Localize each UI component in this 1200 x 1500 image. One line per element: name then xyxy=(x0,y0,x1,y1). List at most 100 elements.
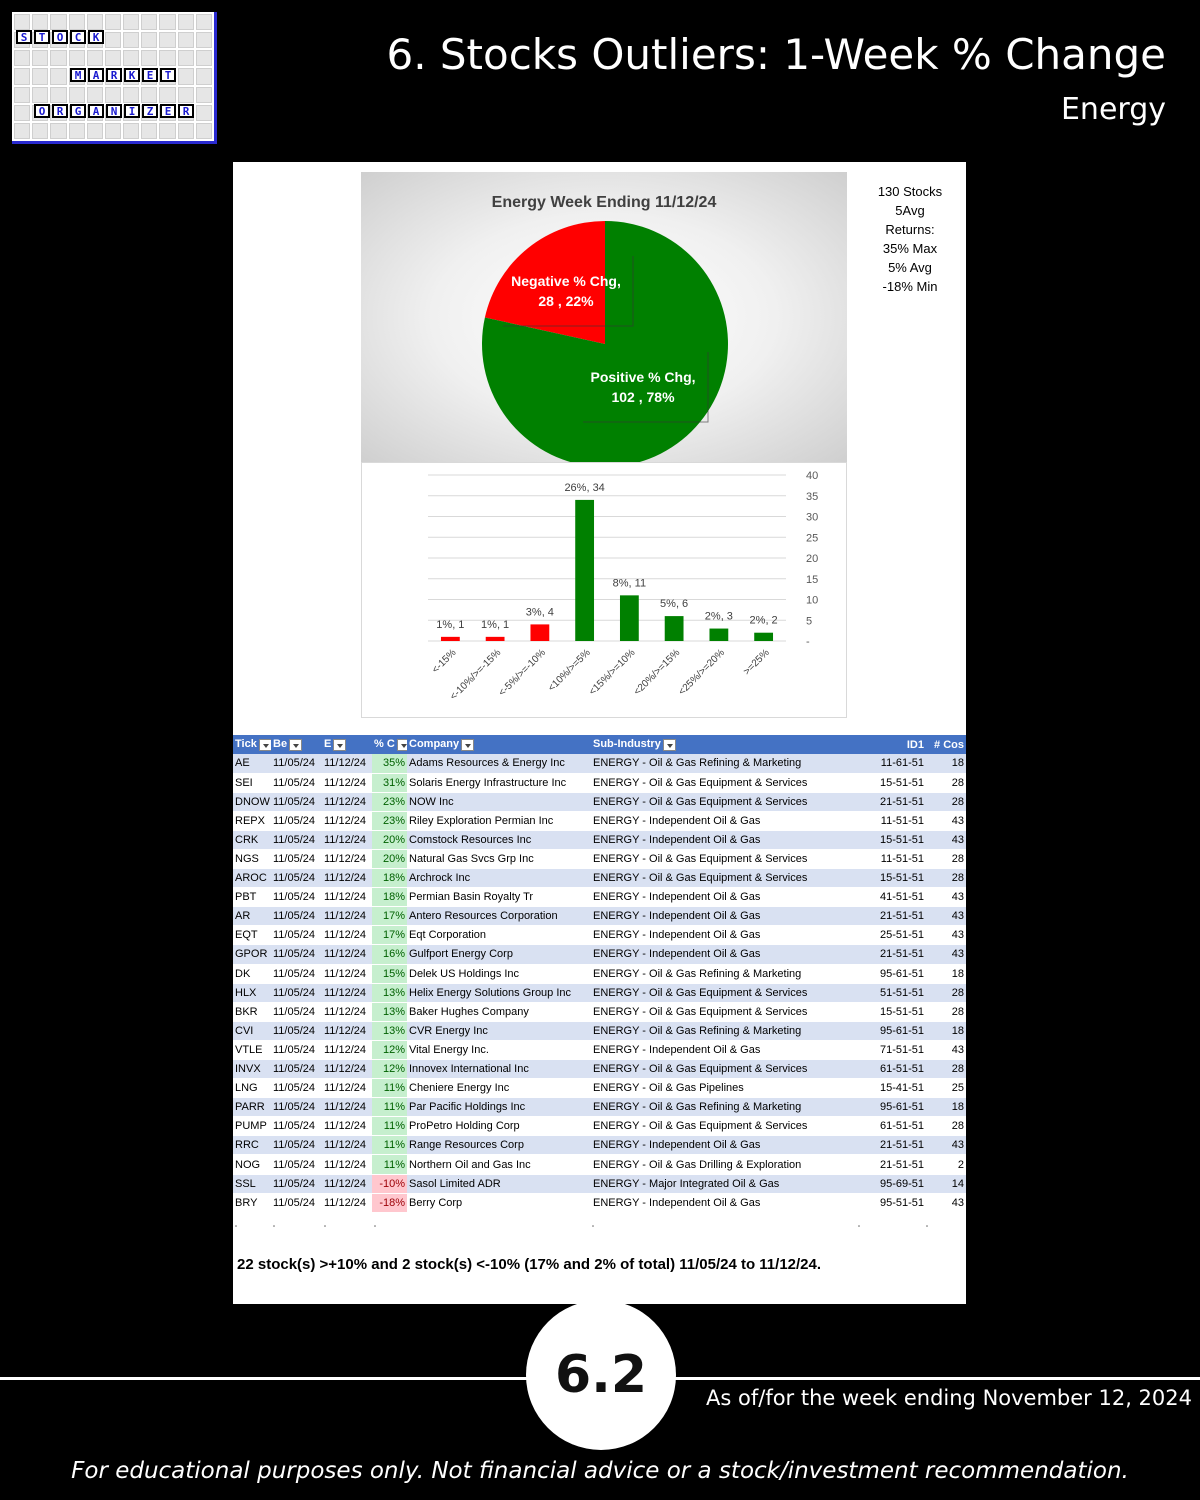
stats-line: 130 Stocks xyxy=(877,184,943,199)
filter-dropdown-icon[interactable] xyxy=(289,738,303,751)
logo-grid-cell xyxy=(123,86,140,103)
y-tick-label: 20 xyxy=(806,553,818,565)
table-cell: 13% xyxy=(372,983,407,1003)
logo-grid-cell xyxy=(141,32,158,49)
bar-data-label: 1%, 1 xyxy=(436,619,464,631)
table-cell: 95-61-51 xyxy=(856,1097,926,1118)
table-cell: 11/05/24 xyxy=(271,1135,322,1156)
column-header-label: # Cos xyxy=(934,738,964,751)
stats-line: 5Avg xyxy=(895,203,925,218)
bar-data-label: 2%, 3 xyxy=(705,611,733,623)
logo-grid-cell xyxy=(123,14,140,31)
column-header[interactable]: % C xyxy=(372,735,407,754)
page-number-badge: 6.2 xyxy=(526,1300,676,1450)
logo-grid-cell xyxy=(14,14,31,31)
table-cell: 11/05/24 xyxy=(271,1154,322,1175)
table-cell: 11/05/24 xyxy=(271,792,322,812)
filter-dropdown-icon[interactable] xyxy=(396,738,407,751)
logo-grid-cell xyxy=(123,122,140,139)
table-cell: 13% xyxy=(372,1021,407,1041)
bar xyxy=(619,595,639,641)
table-cell: NOG xyxy=(233,1154,271,1175)
table-cell: ENERGY - Independent Oil & Gas xyxy=(591,906,856,927)
table-cell: ENERGY - Oil & Gas Refining & Marketing xyxy=(591,1021,856,1041)
table-cell: 11% xyxy=(372,1078,407,1099)
logo-grid-cell xyxy=(159,32,176,49)
table-cell: 11/05/24 xyxy=(271,868,322,889)
filter-dropdown-icon[interactable] xyxy=(333,738,347,751)
logo-letter: G xyxy=(70,104,86,118)
as-of-date: As of/for the week ending November 12, 2… xyxy=(706,1386,1192,1410)
bar-data-label: 2%, 2 xyxy=(750,615,778,627)
page-subtitle: Energy xyxy=(1060,92,1166,127)
filter-dropdown-icon[interactable] xyxy=(258,738,271,751)
table-row: AROC 11/05/24 11/12/24 18% Archrock Inc ENERG… xyxy=(233,868,966,889)
table-header-row: Tick Be E % C Company Sub-Industry ID1 # Cos xyxy=(233,735,966,754)
table-cell: ENERGY - Oil & Gas Refining & Marketing xyxy=(591,1097,856,1118)
table-row: SEI 11/05/24 11/12/24 31% Solaris Energy Inf… xyxy=(233,773,966,793)
table-cell: ENERGY - Oil & Gas Equipment & Services xyxy=(591,1116,856,1137)
table-cell: 12% xyxy=(372,1059,407,1080)
table-cell: -10% xyxy=(372,1174,407,1194)
bar xyxy=(709,628,729,641)
table-row: CVI 11/05/24 11/12/24 13% CVR Energy Inc ENER… xyxy=(233,1021,966,1041)
table-cell: 14 xyxy=(926,1174,966,1194)
table-cell: 18 xyxy=(926,1097,966,1118)
column-header[interactable]: Company xyxy=(407,735,591,754)
logo-grid-cell xyxy=(195,122,212,139)
table-cell: Vital Energy Inc. xyxy=(407,1040,591,1061)
logo-grid-cell xyxy=(141,50,158,67)
table-row: REPX 11/05/24 11/12/24 23% Riley Exploration… xyxy=(233,811,966,831)
column-header[interactable]: ID1 xyxy=(856,735,926,754)
bar xyxy=(530,624,550,641)
filter-dropdown-icon[interactable] xyxy=(461,738,475,751)
bar xyxy=(664,616,684,641)
filter-dropdown-icon[interactable] xyxy=(662,738,676,751)
table-cell: 28 xyxy=(926,849,966,870)
table-cell: 18% xyxy=(372,887,407,908)
table-cell: Adams Resources & Energy Inc xyxy=(407,754,591,774)
table-row: HLX 11/05/24 11/12/24 13% Helix Energy Solut… xyxy=(233,983,966,1003)
pie-chart-area: Energy Week Ending 11/12/24 Negative % C… xyxy=(361,172,847,462)
table-cell: Berry Corp xyxy=(407,1193,591,1213)
table-cell: ENERGY - Independent Oil & Gas xyxy=(591,1135,856,1156)
table-cell: Cheniere Energy Inc xyxy=(407,1078,591,1099)
logo-grid-cell xyxy=(86,14,103,31)
logo-letter: K xyxy=(88,30,104,44)
table-cell: 13% xyxy=(372,1002,407,1022)
column-header-label: Tick xyxy=(235,738,257,751)
logo-grid-cell xyxy=(177,50,194,67)
table-cell: ENERGY - Major Integrated Oil & Gas xyxy=(591,1174,856,1194)
table-cell: Range Resources Corp xyxy=(407,1135,591,1156)
logo-grid-cell xyxy=(177,122,194,139)
logo-grid-cell xyxy=(68,50,85,67)
table-cell: Northern Oil and Gas Inc xyxy=(407,1154,591,1175)
logo-grid-cell xyxy=(32,14,49,31)
column-header[interactable]: E xyxy=(322,735,372,754)
table-cell: 11/05/24 xyxy=(271,1040,322,1061)
column-header-label: ID1 xyxy=(906,738,924,751)
logo-grid-cell xyxy=(195,14,212,31)
table-cell: 18 xyxy=(926,1021,966,1041)
pie-label-shadow-positive xyxy=(583,352,709,423)
table-cell: CVI xyxy=(233,1021,271,1041)
table-cell: PARR xyxy=(233,1097,271,1118)
column-header[interactable]: Be xyxy=(271,735,322,754)
column-header[interactable]: # Cos xyxy=(926,735,966,754)
table-cell: GPOR xyxy=(233,944,271,965)
logo-letter: R xyxy=(52,104,68,118)
table-cell: 21-51-51 xyxy=(856,792,926,812)
table-cell: INVX xyxy=(233,1059,271,1080)
table-row: PBT 11/05/24 11/12/24 18% Permian Basin Roya… xyxy=(233,887,966,908)
table-cell: Riley Exploration Permian Inc xyxy=(407,811,591,831)
logo-grid-cell xyxy=(123,32,140,49)
logo-letter: A xyxy=(88,68,104,82)
logo-grid-cell xyxy=(14,86,31,103)
table-row: SSL 11/05/24 11/12/24 -10% Sasol Limited ADR… xyxy=(233,1174,966,1194)
column-header[interactable]: Sub-Industry xyxy=(591,735,856,754)
column-header[interactable]: Tick xyxy=(233,735,271,754)
logo-grid-cell xyxy=(68,86,85,103)
table-row: LNG 11/05/24 11/12/24 11% Cheniere Energy In… xyxy=(233,1078,966,1099)
table-cell: 11/12/24 xyxy=(322,1059,372,1080)
logo-letter: Z xyxy=(142,104,158,118)
